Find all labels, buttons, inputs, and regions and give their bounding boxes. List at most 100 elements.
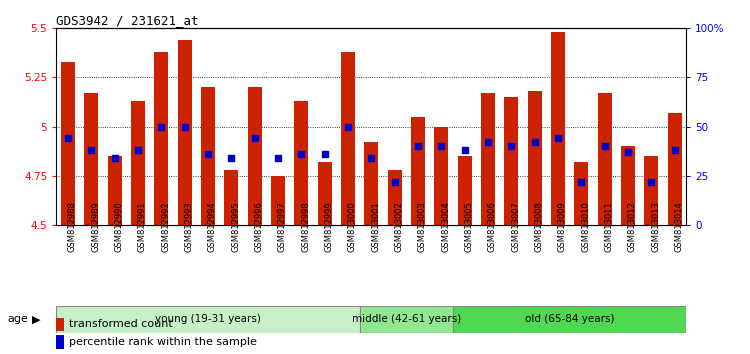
Bar (243, 225, 266, 303)
Bar (317, 162, 332, 225)
Bar (290, 225, 313, 303)
Text: GSM812999: GSM812999 (325, 201, 334, 252)
Point (225, 155, 237, 161)
Bar (336, 225, 359, 303)
Text: middle (42-61 years): middle (42-61 years) (352, 314, 460, 325)
Bar (383, 225, 406, 303)
Bar (178, 40, 191, 225)
Text: GSM813005: GSM813005 (464, 201, 473, 252)
Text: GSM812994: GSM812994 (208, 201, 217, 252)
Point (202, 151, 214, 157)
Point (482, 139, 494, 145)
Bar (294, 101, 308, 225)
Point (529, 139, 541, 145)
Text: young (19-31 years): young (19-31 years) (155, 314, 261, 325)
Text: percentile rank within the sample: percentile rank within the sample (69, 337, 256, 347)
Point (668, 147, 680, 153)
Bar (61, 62, 75, 225)
Bar (364, 142, 378, 225)
Text: GSM812996: GSM812996 (254, 201, 263, 252)
Bar (523, 225, 546, 303)
Text: GSM812992: GSM812992 (161, 201, 170, 252)
Point (86, 147, 98, 153)
Text: GSM812991: GSM812991 (138, 201, 147, 252)
Point (552, 136, 564, 141)
Bar (551, 32, 565, 225)
Text: ▶: ▶ (32, 314, 40, 325)
Point (435, 143, 447, 149)
Bar (107, 156, 122, 225)
Point (506, 143, 518, 149)
Point (248, 136, 260, 141)
Bar (131, 101, 145, 225)
Text: GSM812997: GSM812997 (278, 201, 287, 252)
Bar (430, 225, 453, 303)
Bar (56, 318, 64, 331)
Bar (196, 225, 220, 303)
Text: GDS3942 / 231621_at: GDS3942 / 231621_at (56, 14, 199, 27)
Bar (458, 156, 472, 225)
Point (388, 179, 400, 184)
Text: GSM813012: GSM813012 (628, 201, 637, 252)
Bar (56, 306, 359, 333)
Text: GSM813013: GSM813013 (651, 201, 660, 252)
Bar (453, 306, 686, 333)
Bar (341, 52, 355, 225)
Point (365, 155, 377, 161)
Point (645, 179, 657, 184)
Text: GSM813007: GSM813007 (512, 201, 520, 252)
Bar (481, 93, 495, 225)
Point (622, 149, 634, 155)
Bar (574, 162, 588, 225)
Text: GSM813004: GSM813004 (441, 201, 450, 252)
Point (319, 151, 331, 157)
Text: GSM813002: GSM813002 (394, 201, 404, 252)
Bar (359, 306, 453, 333)
Bar (154, 52, 168, 225)
Point (272, 155, 284, 161)
Text: GSM812989: GSM812989 (92, 201, 100, 252)
Bar (411, 117, 425, 225)
Text: GSM813011: GSM813011 (604, 201, 613, 252)
Bar (504, 97, 518, 225)
Bar (644, 156, 658, 225)
Text: age: age (8, 314, 28, 325)
Text: GSM812988: GSM812988 (68, 201, 77, 252)
Text: GSM812993: GSM812993 (184, 201, 194, 252)
Bar (271, 176, 285, 225)
Text: GSM813009: GSM813009 (558, 201, 567, 252)
Text: GSM812990: GSM812990 (115, 201, 124, 252)
Text: GSM813006: GSM813006 (488, 201, 497, 252)
Point (178, 124, 190, 129)
Text: GSM813001: GSM813001 (371, 201, 380, 252)
Bar (56, 225, 80, 303)
Bar (84, 93, 98, 225)
Point (62, 136, 74, 141)
Bar (663, 225, 686, 303)
Point (458, 147, 470, 153)
Text: GSM813003: GSM813003 (418, 201, 427, 252)
Point (575, 179, 587, 184)
Bar (527, 91, 542, 225)
Text: old (65-84 years): old (65-84 years) (525, 314, 614, 325)
Bar (434, 126, 448, 225)
Point (155, 124, 167, 129)
Point (132, 147, 144, 153)
Bar (668, 113, 682, 225)
Text: GSM813008: GSM813008 (535, 201, 544, 252)
Bar (103, 225, 126, 303)
Point (412, 143, 424, 149)
Text: GSM813010: GSM813010 (581, 201, 590, 252)
Text: GSM813014: GSM813014 (674, 201, 683, 252)
Point (109, 155, 121, 161)
Bar (201, 87, 215, 225)
Point (598, 143, 610, 149)
Bar (224, 170, 238, 225)
Point (296, 151, 307, 157)
Text: GSM812995: GSM812995 (231, 201, 240, 252)
Bar (248, 87, 262, 225)
Bar (149, 225, 173, 303)
Bar (56, 335, 64, 349)
Text: GSM812998: GSM812998 (302, 201, 310, 252)
Bar (388, 170, 401, 225)
